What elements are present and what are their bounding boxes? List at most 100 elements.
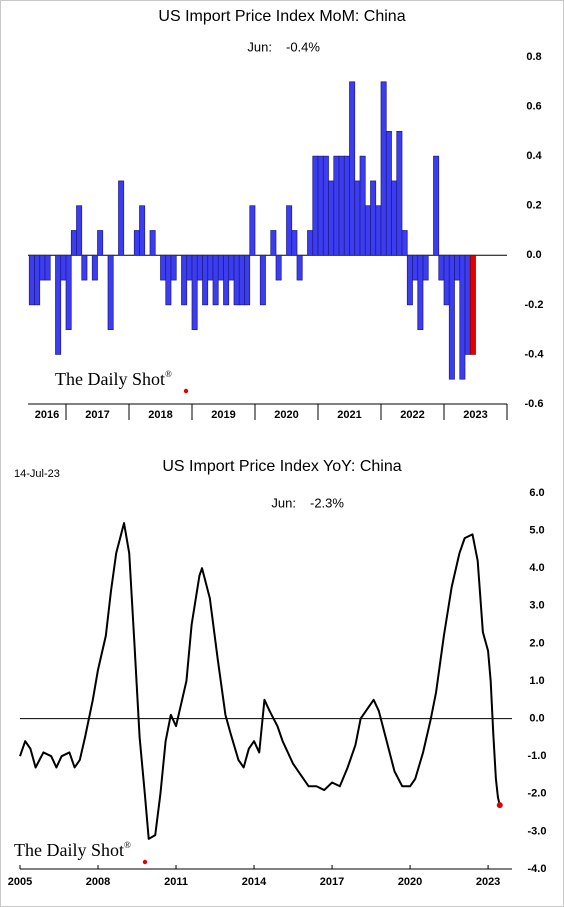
- bar: [296, 254, 303, 281]
- bar: [97, 230, 104, 256]
- bar: [375, 205, 382, 256]
- bar: [28, 254, 35, 306]
- bar: [469, 254, 476, 355]
- bar: [317, 155, 324, 256]
- bar: [44, 254, 51, 281]
- x-tick-label: 2019: [211, 409, 235, 421]
- bar: [149, 230, 156, 256]
- bar: [433, 155, 440, 256]
- bar: [196, 254, 203, 281]
- watermark: The Daily Shot®: [55, 369, 172, 389]
- watermark-mark: ®: [165, 369, 172, 379]
- bar: [170, 254, 177, 281]
- x-tick-label: 2022: [400, 409, 424, 421]
- watermark-dot: [183, 388, 189, 394]
- x-tick-label: 2014: [242, 876, 267, 888]
- bar: [212, 254, 219, 306]
- bar: [165, 254, 172, 306]
- x-tick-label: 2023: [476, 876, 500, 888]
- bar: [396, 131, 403, 256]
- x-tick-label: 2020: [398, 876, 422, 888]
- y-tick-label: 0.6: [526, 100, 541, 112]
- x-tick-label: 2018: [148, 409, 172, 421]
- x-tick-label: 2005: [8, 876, 32, 888]
- x-tick-label: 2023: [463, 409, 487, 421]
- bar: [454, 254, 461, 281]
- bar: [406, 254, 413, 306]
- line: [19, 522, 501, 840]
- bar: [385, 131, 392, 256]
- bar: [448, 254, 455, 380]
- bar: [238, 254, 245, 306]
- bar: [438, 254, 445, 281]
- y-tick-label: -0.4: [525, 348, 545, 360]
- y-tick-label: 0.0: [526, 249, 541, 261]
- watermark-text: The Daily Shot: [14, 840, 124, 860]
- y-tick-label: 1.0: [529, 675, 544, 687]
- bar: [55, 254, 62, 355]
- y-tick-label: -1.0: [528, 750, 547, 762]
- chart-title: US Import Price Index YoY: China: [162, 458, 401, 475]
- bar: [286, 205, 293, 256]
- bar: [443, 254, 450, 306]
- y-tick-label: -0.2: [525, 299, 544, 311]
- bar: [422, 254, 429, 281]
- y-tick-label: -4.0: [528, 863, 547, 875]
- annotation-label: Jun:: [247, 39, 272, 54]
- x-tick-label: 2008: [86, 876, 110, 888]
- bar: [65, 254, 72, 330]
- y-tick-label: 0.2: [526, 200, 541, 212]
- y-tick-label: 2.0: [529, 637, 544, 649]
- x-tick-label: 2011: [164, 876, 188, 888]
- x-tick-label: 2017: [85, 409, 109, 421]
- bar: [333, 155, 340, 256]
- bar: [118, 180, 125, 256]
- bar: [91, 254, 98, 281]
- y-tick-label: 0.4: [526, 150, 542, 162]
- x-tick-label: 2020: [274, 409, 298, 421]
- bar: [249, 205, 256, 256]
- bar: [223, 254, 230, 306]
- y-tick-label: 3.0: [529, 600, 544, 612]
- annotation-label: Jun:: [271, 495, 296, 510]
- bar: [338, 155, 345, 256]
- bar: [186, 254, 193, 281]
- x-tick-label: 2016: [35, 409, 59, 421]
- bar: [401, 230, 408, 256]
- y-tick-label: 6.0: [529, 487, 544, 499]
- bar: [39, 254, 46, 281]
- bar: [354, 180, 361, 256]
- y-tick-label: 0.8: [526, 51, 541, 63]
- bar: [349, 81, 356, 256]
- bar: [312, 155, 319, 256]
- bar: [328, 180, 335, 256]
- bar: [81, 254, 88, 281]
- bar: [275, 254, 282, 281]
- watermark: The Daily Shot®: [14, 840, 131, 860]
- bar: [364, 205, 371, 256]
- x-tick-label: 2021: [337, 409, 361, 421]
- bar: [322, 155, 329, 256]
- bar: [70, 230, 77, 256]
- bar: [181, 254, 188, 306]
- y-tick-label: -0.6: [525, 398, 544, 410]
- bar: [202, 254, 209, 306]
- bar: [307, 230, 314, 256]
- annotation-value: -0.4%: [286, 39, 320, 54]
- bar: [76, 205, 83, 256]
- annotation-value: -2.3%: [310, 495, 344, 510]
- bar: [259, 254, 266, 306]
- bar: [191, 254, 198, 330]
- bar: [207, 254, 214, 281]
- bar: [107, 254, 114, 330]
- y-tick-label: -3.0: [528, 825, 547, 837]
- bar: [160, 254, 167, 281]
- bar: [343, 155, 350, 256]
- bar: [139, 205, 146, 256]
- y-tick-label: 5.0: [529, 525, 544, 537]
- bar: [270, 230, 277, 256]
- bar: [370, 180, 377, 256]
